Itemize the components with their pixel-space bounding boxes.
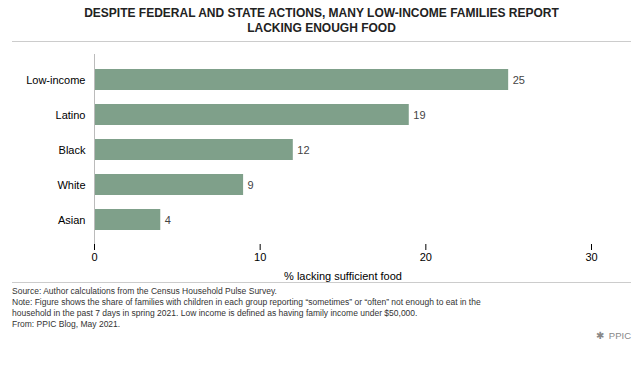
svg-text:12: 12 (297, 144, 309, 156)
svg-text:Asian: Asian (58, 214, 86, 226)
html-text:✱ PPIC: ✱ PPIC (595, 330, 631, 341)
svg-text:9: 9 (248, 179, 254, 191)
svg-text:% lacking sufficient food: % lacking sufficient food (284, 270, 402, 282)
html-text:From: PPIC Blog, May 2021.: From: PPIC Blog, May 2021. (12, 319, 121, 329)
html-text:Note: Figure shows the share o: Note: Figure shows the share of families… (12, 297, 481, 318)
svg-text:25: 25 (513, 74, 525, 86)
svg-text:White: White (57, 179, 85, 191)
svg-text:19: 19 (413, 109, 425, 121)
svg-text:Low-income: Low-income (26, 74, 85, 86)
svg-text:20: 20 (420, 251, 432, 263)
svg-text:0: 0 (91, 251, 97, 263)
svg-text:Black: Black (59, 144, 86, 156)
svg-text:10: 10 (254, 251, 266, 263)
svg-text:Latino: Latino (56, 109, 86, 121)
html-text:Source: Author calculations fr: Source: Author calculations from the Cen… (12, 286, 277, 296)
svg-text:4: 4 (165, 214, 171, 226)
svg-text:30: 30 (585, 251, 597, 263)
html-text:DESPITE FEDERAL AND STATE ACTI: DESPITE FEDERAL AND STATE ACTIONS, MANY … (84, 6, 559, 20)
html-text:LACKING ENOUGH FOOD: LACKING ENOUGH FOOD (247, 21, 396, 35)
